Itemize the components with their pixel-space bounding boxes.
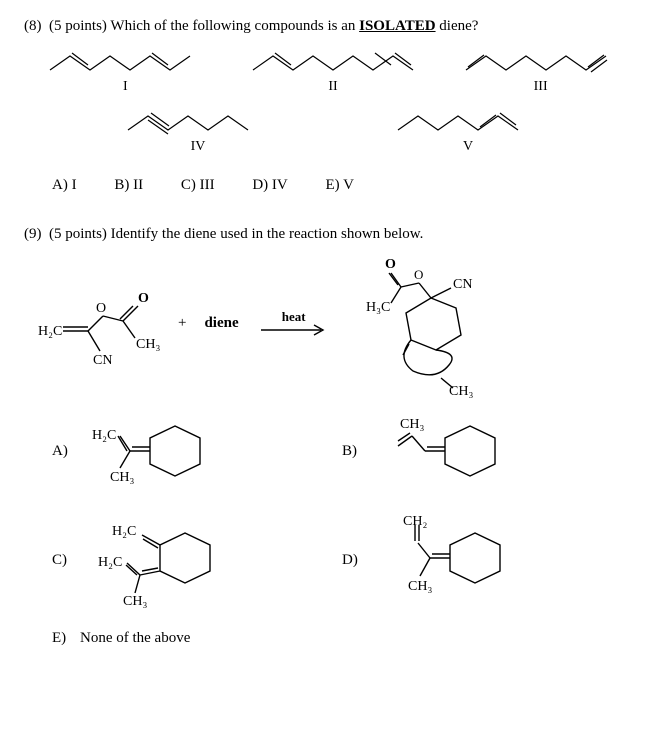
lbl-o2: O [138, 291, 149, 306]
q8-fig-i: I [45, 43, 205, 95]
q8-number: (8) [24, 18, 42, 34]
q9-opt-d-label: D) [342, 552, 370, 569]
q8-label-iii: III [534, 79, 548, 95]
q9-number: (9) [24, 226, 42, 242]
q9-header: (9) (5 points) Identify the diene used i… [24, 226, 642, 243]
oc-h2c1: H₂C [112, 524, 136, 539]
q8-prompt-kw: ISOLATED [359, 18, 435, 34]
od-ch3: CH₃ [408, 579, 432, 594]
q9-opt-a-label: A) [52, 443, 80, 460]
q9-opt-c: C) H₂C H₂C CH₃ [52, 513, 342, 608]
arrow-icon [259, 323, 329, 337]
oa-ch3: CH₃ [110, 470, 134, 485]
q8-fig-iv: IV [123, 103, 273, 155]
q9-prompt: Identify the diene used in the reaction … [111, 226, 424, 242]
q8-choice-c: C) III [181, 177, 215, 193]
q8-choices: A) I B) II C) III D) IV E) V [52, 177, 642, 194]
q8-label-ii: II [328, 79, 337, 95]
lbl-cn2: CN [453, 277, 472, 292]
q8-fig-iii: III [461, 43, 621, 95]
q9-dienophile: H₂C CN O O CH₃ [38, 276, 168, 371]
q8-choice-d: D) IV [252, 177, 287, 193]
lbl-h2c: H₂C [38, 324, 62, 339]
q9-opt-c-label: C) [52, 552, 80, 569]
q9-opt-e-label: E) [52, 630, 80, 647]
q9-opt-a: A) H₂C CH₃ [52, 411, 342, 491]
q9-arrow: heat [259, 309, 329, 337]
q9-options: A) H₂C CH₃ B) [52, 411, 642, 647]
q8-header: (8) (5 points) Which of the following co… [24, 18, 642, 35]
q9-product: O O H₃C CN CH₃ [341, 253, 511, 393]
q9-opt-b: B) CH₃ [342, 411, 632, 491]
lbl-o4: O [414, 267, 423, 282]
q8-prompt-pre: Which of the following compounds is an [110, 18, 359, 34]
lbl-o1: O [96, 301, 106, 316]
od-ch2: CH₂ [403, 514, 427, 529]
lbl-h3c: H₃C [366, 300, 390, 315]
q8-choice-e: E) V [325, 177, 353, 193]
q8-fig-ii: II [248, 43, 418, 95]
q8-points: (5 points) [49, 18, 107, 34]
lbl-cn: CN [93, 353, 112, 368]
oc-ch3: CH₃ [123, 594, 147, 609]
q8-fig-v: V [393, 103, 543, 155]
q9-diene-word: diene [204, 315, 238, 332]
q8-figrow-1: I II III [24, 43, 642, 95]
q9-opt-b-label: B) [342, 443, 370, 460]
q8-label-v: V [463, 139, 473, 155]
q9-points: (5 points) [49, 226, 107, 242]
q8-prompt-post: diene? [436, 18, 479, 34]
lbl-o3: O [385, 257, 396, 272]
lbl-ch3: CH₃ [136, 337, 160, 352]
q9-opt-e-text: None of the above [80, 630, 190, 647]
q8-label-i: I [123, 79, 128, 95]
q9-reaction: H₂C CN O O CH₃ + diene heat O [38, 253, 642, 393]
q9-opt-e: E) None of the above [52, 630, 342, 647]
ob-ch3: CH₃ [400, 417, 424, 432]
q8-figrow-2: IV V [24, 103, 642, 155]
oa-h2c: H₂C [92, 428, 116, 443]
oc-h2c2: H₂C [98, 555, 122, 570]
q8-choice-b: B) II [114, 177, 143, 193]
q8-choice-a: A) I [52, 177, 77, 193]
q9-opt-d: D) CH₂ CH₃ [342, 513, 632, 608]
lbl-ch3-2: CH₃ [449, 384, 473, 399]
q9-plus: + [178, 315, 186, 332]
q8-label-iv: IV [191, 139, 206, 155]
